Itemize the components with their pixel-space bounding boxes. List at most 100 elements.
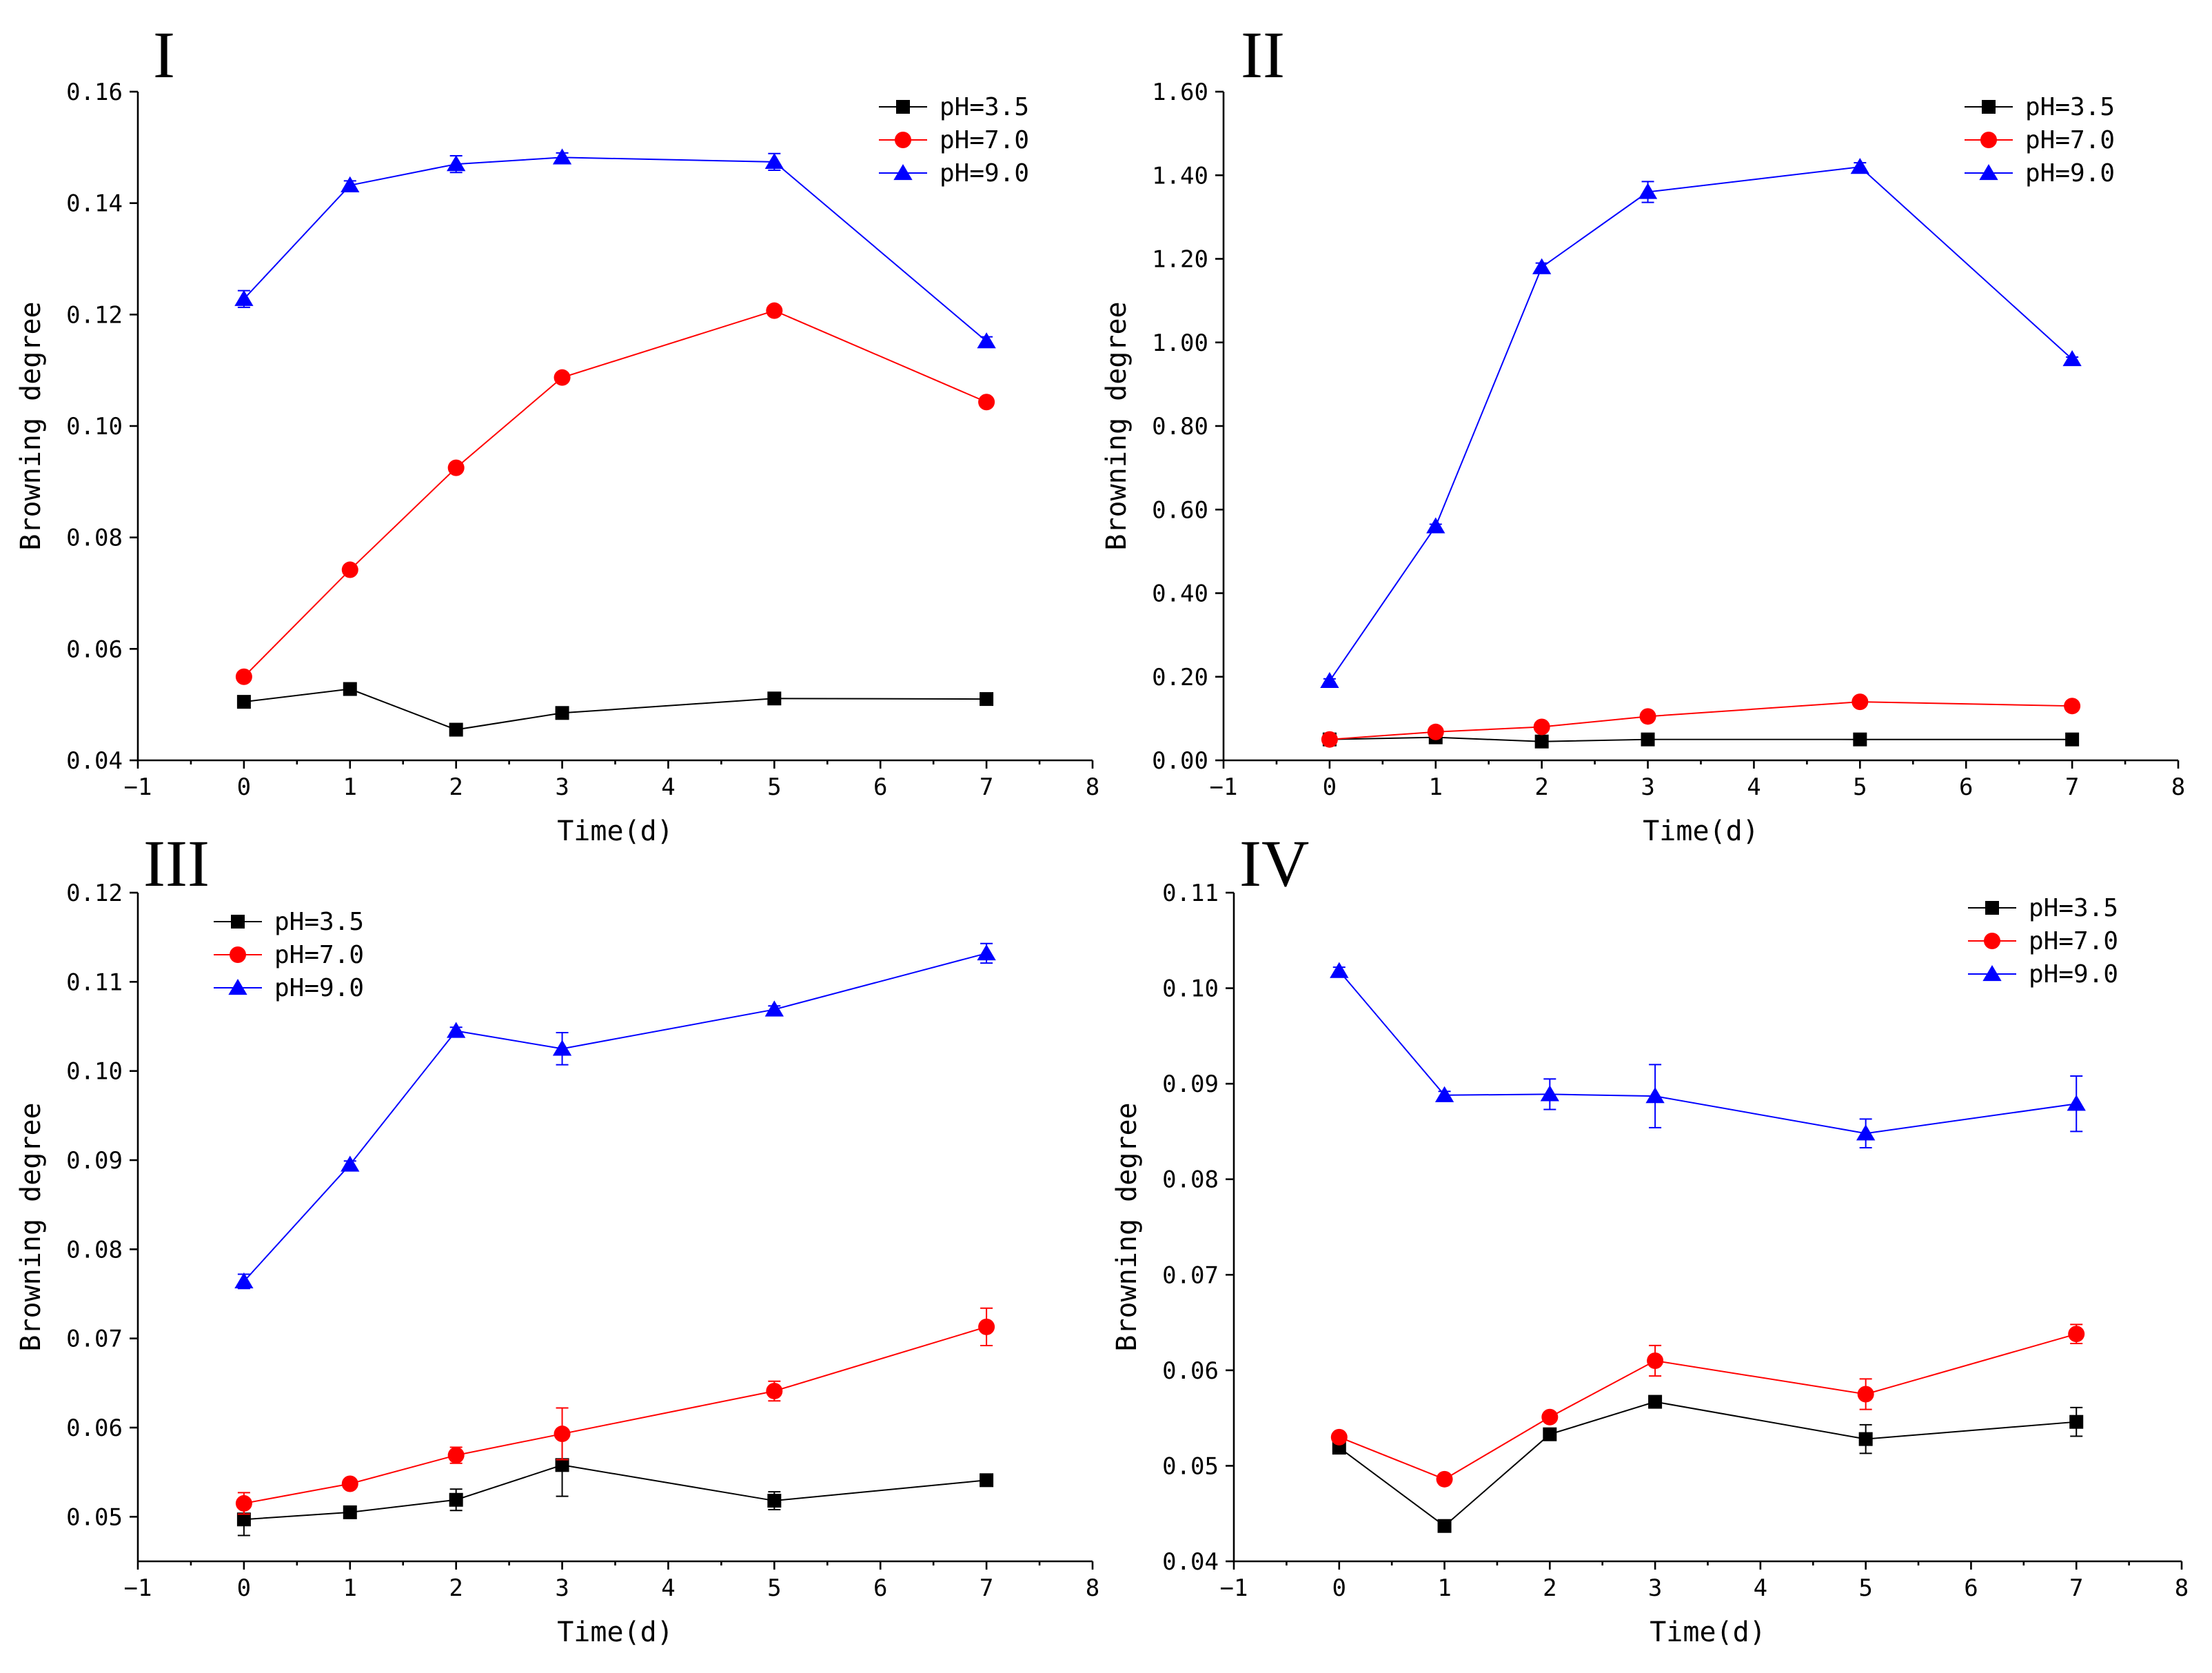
data-point (1534, 734, 1549, 749)
legend-marker (1985, 901, 1999, 915)
y-tick-label: 0.08 (66, 525, 123, 552)
series-pH70 (235, 302, 995, 685)
y-tick-label: 0.07 (1162, 1261, 1219, 1289)
x-tick-label: 3 (1648, 1574, 1662, 1602)
data-point (1851, 693, 1869, 711)
x-tick-label: 3 (555, 1574, 569, 1602)
data-point (235, 1494, 252, 1512)
x-tick-label: 4 (661, 1574, 675, 1602)
y-tick-label: 0.40 (1152, 580, 1208, 608)
legend-marker (230, 946, 246, 963)
data-point (1330, 1428, 1348, 1446)
x-axis-title: Time(d) (1643, 815, 1759, 847)
y-tick-label: 1.00 (1152, 329, 1208, 357)
legend-label: pH=7.0 (2029, 927, 2118, 955)
legend-label: pH=7.0 (940, 126, 1029, 154)
y-axis-title: Browning degree (1111, 1102, 1143, 1351)
data-point (341, 561, 358, 578)
data-point (977, 944, 996, 961)
x-axis-title: Time(d) (557, 815, 673, 847)
x-tick-label: 2 (1534, 773, 1548, 801)
y-tick-label: 0.08 (1162, 1166, 1219, 1194)
series-pH90 (234, 148, 996, 349)
data-point (341, 1475, 358, 1492)
data-point (1853, 732, 1867, 747)
x-tick-label: 2 (449, 773, 463, 801)
legend-item: pH=3.5 (879, 93, 1029, 121)
x-tick-label: 6 (873, 1574, 887, 1602)
series-pH35 (1332, 1395, 2084, 1533)
data-point (1330, 962, 1349, 978)
data-point (343, 682, 357, 696)
x-tick-label: 8 (2171, 773, 2185, 801)
data-point (764, 1000, 784, 1017)
y-tick-label: 0.05 (66, 1503, 123, 1531)
data-point (2068, 1326, 2085, 1343)
series-pH70 (235, 1307, 995, 1515)
data-point (234, 1272, 254, 1289)
data-point (978, 394, 995, 411)
data-point (980, 1473, 994, 1488)
data-point (343, 1505, 357, 1519)
legend-label: pH=9.0 (2025, 159, 2115, 187)
legend-marker (1980, 132, 1997, 148)
panel-label: I (153, 18, 175, 92)
data-point (2069, 1415, 2084, 1429)
legend-item: pH=9.0 (1965, 159, 2115, 187)
x-tick-label: 1 (1429, 773, 1443, 801)
data-point (552, 148, 572, 165)
data-point (447, 155, 466, 172)
y-tick-label: 0.08 (66, 1236, 123, 1264)
data-point (977, 332, 996, 349)
data-point (341, 176, 360, 192)
y-axis-title: Browning degree (1101, 301, 1133, 550)
x-tick-label: 3 (1641, 773, 1654, 801)
x-tick-label: −1 (1220, 1574, 1248, 1602)
x-tick-label: 2 (449, 1574, 463, 1602)
legend-marker (895, 132, 911, 148)
y-tick-label: 0.10 (1162, 975, 1219, 1003)
data-point (1648, 1395, 1663, 1409)
panel-I: I 0.04 0.06 0.08 0.10 0.12 0.14 0.16 −1 0 1 2 3 4 5 6 7 8… (15, 18, 1099, 847)
data-point (341, 1155, 360, 1172)
x-tick-label: 1 (343, 1574, 357, 1602)
legend-marker (896, 100, 910, 114)
series-line (243, 952, 987, 1282)
y-tick-label: 0.12 (66, 880, 123, 907)
legend-marker (1982, 965, 2002, 982)
series-pH90 (1320, 158, 2082, 688)
legend-marker (1984, 933, 2000, 949)
data-point (1320, 671, 1339, 688)
legend-marker (1979, 164, 1998, 181)
x-tick-label: 4 (1754, 1574, 1767, 1602)
series-line (243, 310, 987, 678)
y-tick-label: 0.80 (1152, 413, 1208, 440)
x-tick-label: 5 (767, 773, 781, 801)
x-tick-label: 7 (2069, 1574, 2083, 1602)
legend-marker (1982, 100, 1996, 114)
y-tick-label: 0.06 (1162, 1357, 1219, 1385)
data-point (555, 1458, 569, 1472)
legend-item: pH=7.0 (879, 126, 1029, 154)
data-point (554, 1426, 571, 1443)
legend: pH=3.5 pH=7.0 pH=9.0 (1965, 93, 2115, 187)
legend: pH=3.5 pH=7.0 pH=9.0 (879, 93, 1029, 187)
x-tick-label: 7 (980, 1574, 993, 1602)
x-tick-label: 0 (237, 1574, 251, 1602)
series-pH90 (1330, 962, 2086, 1148)
data-point (447, 459, 465, 476)
data-point (234, 290, 254, 306)
data-point (767, 1494, 782, 1508)
legend-item: pH=3.5 (214, 908, 364, 936)
x-tick-label: 4 (661, 773, 675, 801)
data-point (236, 695, 251, 709)
y-axis-title: Browning degree (15, 1102, 47, 1351)
x-tick-label: 7 (2065, 773, 2079, 801)
legend-item: pH=3.5 (1965, 93, 2115, 121)
y-tick-label: 0.10 (66, 413, 123, 440)
x-tick-label: 0 (237, 773, 251, 801)
data-point (1321, 731, 1338, 748)
series-line (1339, 1333, 2077, 1480)
series-pH35 (236, 682, 994, 737)
x-tick-label: 8 (1086, 1574, 1099, 1602)
